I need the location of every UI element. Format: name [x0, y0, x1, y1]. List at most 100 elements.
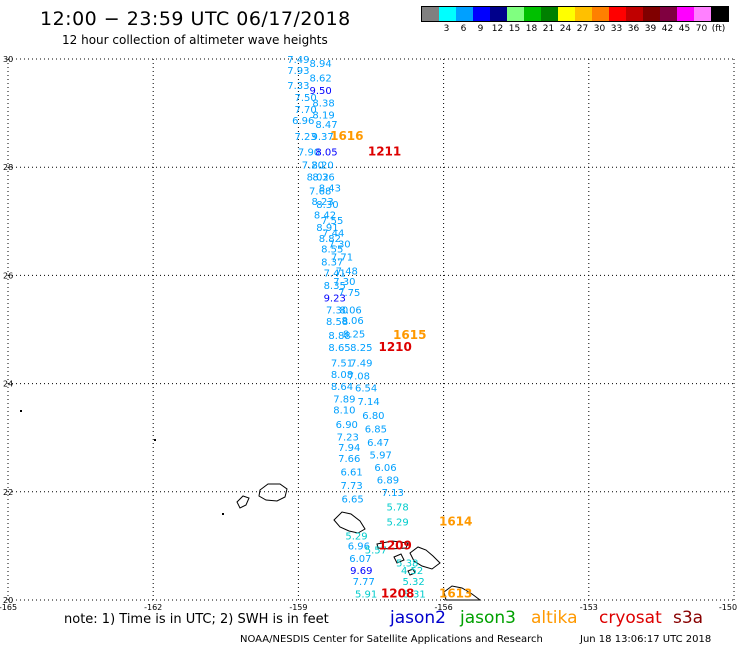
legend-swatch [490, 7, 507, 21]
island-niihau [236, 495, 250, 509]
wave-height-label: 7.77 [353, 577, 375, 588]
wave-height-label: 9.50 [310, 86, 332, 97]
wave-height-label: 8.05 [315, 147, 337, 158]
island-lanai [393, 553, 405, 564]
wave-height-label: 8.94 [310, 59, 332, 70]
wave-height-label: 8.82 [319, 234, 341, 245]
wave-height-label: 7.48 [336, 266, 358, 277]
legend-label: 6 [460, 24, 467, 34]
wave-height-label: 8.20 [311, 160, 333, 171]
legend-label: 39 [644, 24, 657, 34]
wave-height-label: 7.89 [333, 395, 355, 406]
satellite-jason2: jason2 [390, 608, 446, 628]
wave-height-label: 7.73 [341, 481, 363, 492]
legend-swatch [422, 7, 439, 21]
wave-height-label: 8.55 [321, 245, 343, 256]
pass-time-label: 1616 [330, 129, 363, 143]
wave-height-label: 8.64 [331, 382, 353, 393]
legend-label: 36 [627, 24, 640, 34]
legend-swatch [507, 7, 524, 21]
legend-swatches [421, 6, 729, 22]
island-oahu [333, 511, 366, 534]
wave-height-label: 8.36 [312, 173, 334, 184]
lat-tick-label: 28 [3, 163, 13, 172]
pass-time-label: 1613 [439, 586, 472, 600]
wave-height-label: 8.06 [340, 305, 362, 316]
legend-swatch [711, 7, 728, 21]
satellite-cryosat: cryosat [599, 608, 662, 628]
wave-height-label: 7.51 [331, 358, 353, 369]
wave-height-label: 7.66 [338, 454, 360, 465]
wave-height-label: 8.35 [324, 281, 346, 292]
wave-height-label: 7.94 [338, 443, 360, 454]
wave-height-label: 5.32 [402, 577, 424, 588]
legend-swatch [677, 7, 694, 21]
wave-height-label: 8.43 [319, 184, 341, 195]
wave-height-label: 8.42 [314, 211, 336, 222]
legend-label: 24 [559, 24, 572, 34]
island-maui [409, 546, 441, 570]
legend-swatch [541, 7, 558, 21]
legend-label: 15 [508, 24, 521, 34]
islet-3 [222, 513, 224, 515]
map-subtitle: 12 hour collection of altimeter wave hei… [62, 33, 328, 47]
wave-height-label: 7.14 [357, 397, 379, 408]
wave-height-label: 7.68 [309, 186, 331, 197]
wave-height-label: 5.78 [386, 503, 408, 514]
pass-time-label: 1615 [393, 328, 426, 342]
wave-height-label: 5.57 [365, 545, 387, 556]
lat-tick-label: 22 [3, 488, 13, 497]
wave-height-label: 7.33 [287, 81, 309, 92]
legend-label: 45 [678, 24, 691, 34]
axis-tick-labels: -165 -162 -159 -156 -153 -150 30 28 26 24 22 20 [0, 55, 737, 612]
legend-swatch [456, 7, 473, 21]
wave-height-label: 6.96 [292, 116, 314, 127]
wave-height-label: 6.47 [367, 438, 389, 449]
legend-label: 33 [610, 24, 623, 34]
wave-height-label: 8.62 [310, 74, 332, 85]
satellite-s3a: s3a [673, 608, 704, 628]
legend-label: (ft) [711, 24, 726, 34]
wave-height-label: 9.37 [311, 132, 333, 143]
wave-height-label: 7.41 [324, 268, 346, 279]
legend-label: 3 [443, 24, 450, 34]
wave-height-label: 8.38 [312, 99, 334, 110]
wave-height-label: 6.65 [341, 495, 363, 506]
wave-height-label: 7.90 [298, 147, 320, 158]
wave-height-label: 8.25 [350, 343, 372, 354]
legend-label: 30 [593, 24, 606, 34]
legend-swatch [660, 7, 677, 21]
satellite-jason3: jason3 [460, 608, 516, 628]
wave-height-label: 7.70 [295, 105, 317, 116]
footer-note: note: 1) Time is in UTC; 2) SWH is in fe… [64, 612, 329, 627]
wave-height-label: 8.06 [341, 316, 363, 327]
wave-height-label: 8.02 [307, 173, 329, 184]
wave-height-label: 8.10 [333, 405, 355, 416]
lat-tick-label: 26 [3, 271, 13, 280]
wave-height-label: 7.23 [337, 432, 359, 443]
pass-time-label: 1208 [381, 586, 414, 600]
legend-label: 12 [491, 24, 504, 34]
pass-time-label: 1211 [368, 144, 401, 158]
wave-height-label: 8.58 [326, 317, 348, 328]
grid-lines [7, 58, 735, 601]
legend-swatch [643, 7, 660, 21]
legend-swatch [626, 7, 643, 21]
wave-height-label: 9.23 [324, 293, 346, 304]
wave-height-label: 8.91 [316, 223, 338, 234]
wave-height-label: 7.93 [287, 66, 309, 77]
pass-time-label: 1210 [378, 340, 411, 354]
wave-height-label: 7.50 [295, 93, 317, 104]
wave-height-label: 6.07 [349, 554, 371, 565]
lat-tick-label: 30 [3, 55, 13, 64]
islet-1 [20, 410, 22, 412]
wave-height-label: 6.89 [377, 476, 399, 487]
wave-height-label: 8.19 [312, 111, 334, 122]
wave-height-label: 6.85 [365, 424, 387, 435]
wave-height-label: 7.08 [348, 371, 370, 382]
wave-height-label: 5.38 [396, 558, 418, 569]
wave-height-label: 8.25 [343, 330, 365, 341]
wave-height-label: 7.23 [295, 132, 317, 143]
islet-2 [154, 439, 156, 441]
